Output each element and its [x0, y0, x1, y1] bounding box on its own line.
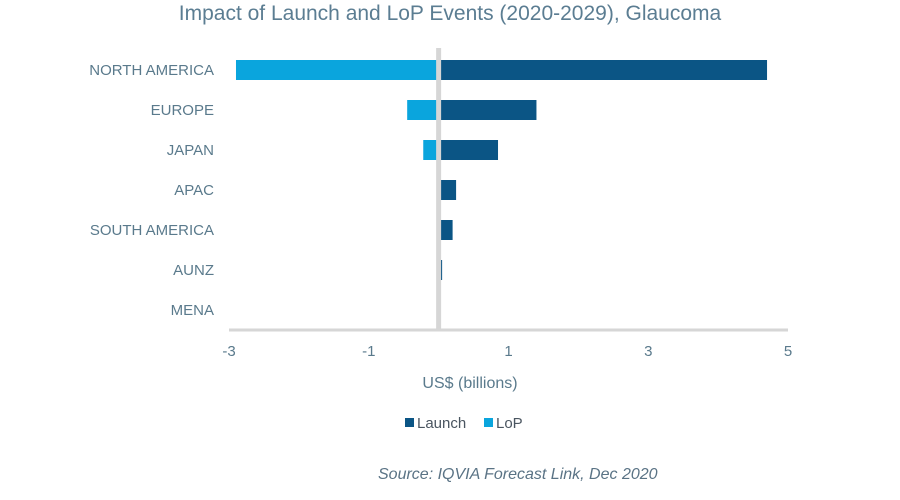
- category-label: SOUTH AMERICA: [90, 222, 214, 239]
- chart-title: Impact of Launch and LoP Events (2020-20…: [178, 2, 722, 25]
- category-labels: NORTH AMERICA EUROPE JAPAN APAC SOUTH AMERIC…: [89, 62, 214, 319]
- bar-launch-south-america: [438, 220, 453, 240]
- legend-swatch-launch: [405, 418, 414, 427]
- bar-launch-europe: [438, 100, 537, 120]
- bar-launch-apac: [438, 180, 457, 200]
- legend: Launch LoP: [405, 415, 523, 432]
- legend-label-lop: LoP: [496, 415, 523, 432]
- x-tick-labels: -3 -1 1 3 5: [222, 343, 792, 360]
- category-label: EUROPE: [151, 102, 214, 119]
- legend-swatch-lop: [484, 418, 493, 427]
- x-tick-label: 5: [784, 343, 792, 360]
- bar-lop-north-america: [235, 60, 439, 80]
- bar-launch-japan: [438, 140, 499, 160]
- x-axis-title: US$ (billions): [422, 375, 517, 392]
- legend-label-launch: Launch: [417, 415, 466, 432]
- source-note: Source: IQVIA Forecast Link, Dec 2020: [378, 466, 658, 483]
- category-label: APAC: [174, 182, 214, 199]
- category-label: NORTH AMERICA: [89, 62, 214, 79]
- x-tick-label: -3: [222, 343, 235, 360]
- bar-lop-japan: [423, 140, 439, 160]
- category-label: MENA: [171, 302, 214, 319]
- category-label: AUNZ: [173, 262, 214, 279]
- x-tick-label: -1: [362, 343, 375, 360]
- bar-launch-north-america: [438, 60, 768, 80]
- x-tick-label: 3: [644, 343, 652, 360]
- category-label: JAPAN: [167, 142, 214, 159]
- bars: [235, 60, 768, 320]
- bar-lop-europe: [407, 100, 439, 120]
- x-tick-label: 1: [504, 343, 512, 360]
